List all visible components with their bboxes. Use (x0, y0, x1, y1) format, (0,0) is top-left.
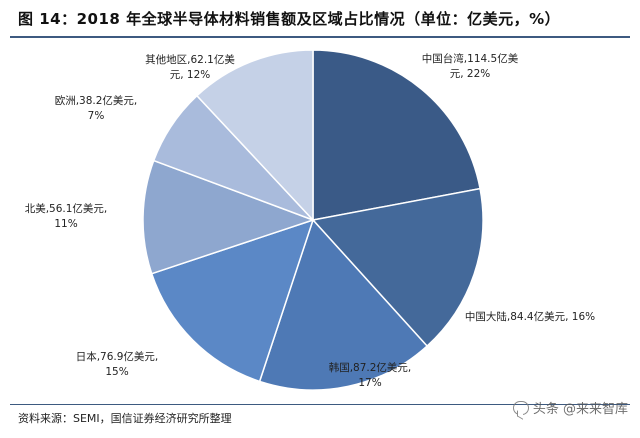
pie-slice-5 (142, 159, 316, 275)
pie-slice-3 (258, 218, 429, 391)
slice-label-6: 欧洲,38.2亿美元, 7% (55, 94, 138, 122)
slice-label-3: 韩国,87.2亿美元, 17% (329, 361, 412, 389)
source-divider (10, 404, 630, 405)
chart-title: 图 14：2018 年全球半导体材料销售额及区域占比情况（单位：亿美元，%） (18, 9, 561, 28)
slice-label-5: 北美,56.1亿美元, 11% (25, 202, 108, 230)
slice-label-4: 日本,76.9亿美元, 15% (76, 350, 159, 378)
pie-slices (142, 49, 484, 391)
watermark-text: 头条 @来来智库 (532, 402, 628, 417)
pie-labels: 中国台湾,114.5亿美元, 22% 中国大陆,84.4亿美元, 16% 韩国,87… (25, 52, 595, 389)
source-note: 资料来源：SEMI，国信证券经济研究所整理 (18, 412, 232, 425)
pie-slice-7 (195, 49, 314, 222)
chat-bubble-icon (512, 400, 529, 415)
slice-label-1: 中国台湾,114.5亿美元, 22% (422, 52, 519, 80)
chart-title-bar: 图 14：2018 年全球半导体材料销售额及区域占比情况（单位：亿美元，%） (0, 0, 640, 36)
title-divider (10, 36, 630, 38)
pie-slice-1 (312, 49, 481, 221)
pie-slice-2 (311, 187, 484, 348)
slice-label-2: 中国大陆,84.4亿美元, 16% (465, 310, 595, 323)
pie-chart: 中国台湾,114.5亿美元, 22% 中国大陆,84.4亿美元, 16% 韩国,87… (25, 49, 595, 391)
slice-label-7: 其他地区,62.1亿美元, 12% (145, 53, 235, 81)
watermark: 头条 @来来智库 (512, 398, 628, 417)
